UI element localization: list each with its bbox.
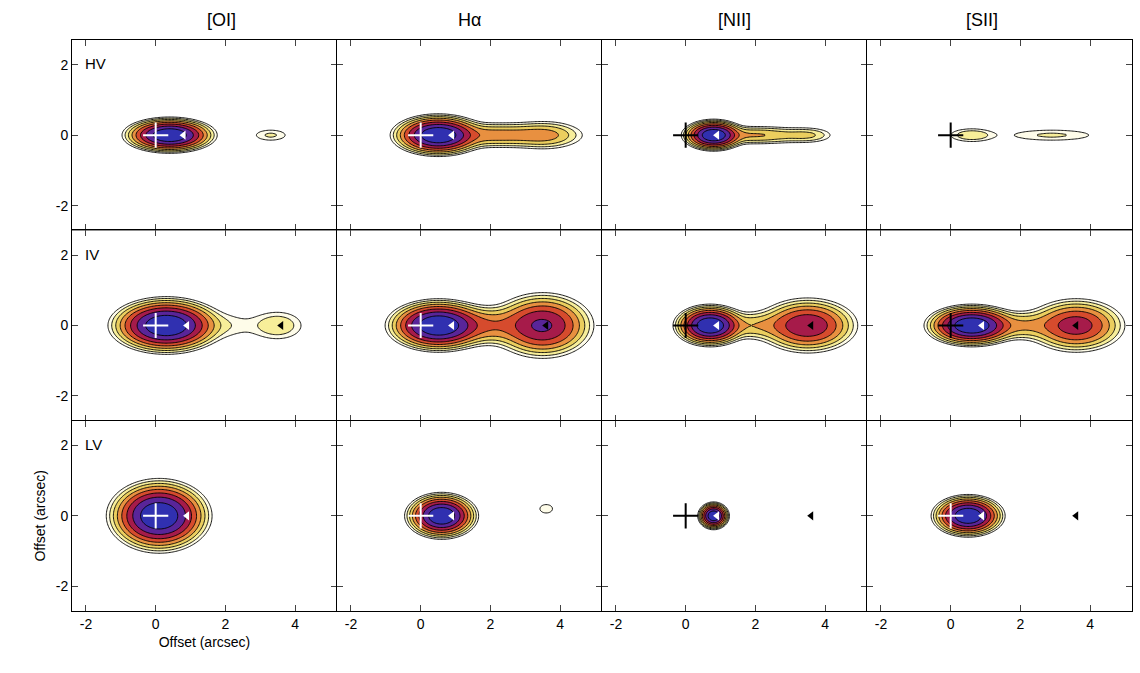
svg-text:Offset (arcsec): Offset (arcsec) [32, 470, 48, 562]
svg-text:2: 2 [60, 247, 68, 263]
svg-text:-2: -2 [875, 616, 888, 632]
svg-text:0: 0 [417, 616, 425, 632]
svg-text:4: 4 [1086, 616, 1094, 632]
svg-text:0: 0 [60, 508, 68, 524]
svg-text:LV: LV [85, 436, 102, 453]
svg-text:Hα: Hα [458, 10, 481, 30]
svg-text:0: 0 [60, 317, 68, 333]
svg-text:[OI]: [OI] [207, 10, 236, 30]
svg-text:2: 2 [752, 616, 760, 632]
svg-text:0: 0 [60, 127, 68, 143]
svg-text:[NII]: [NII] [718, 10, 751, 30]
svg-text:4: 4 [291, 616, 299, 632]
svg-text:HV: HV [85, 55, 106, 72]
svg-text:2: 2 [487, 616, 495, 632]
svg-text:Offset (arcsec): Offset (arcsec) [159, 634, 251, 650]
svg-text:-2: -2 [345, 616, 358, 632]
svg-text:-2: -2 [610, 616, 623, 632]
svg-text:[SII]: [SII] [966, 10, 998, 30]
svg-text:2: 2 [1017, 616, 1025, 632]
svg-text:0: 0 [152, 616, 160, 632]
svg-text:2: 2 [60, 437, 68, 453]
svg-text:2: 2 [60, 57, 68, 73]
svg-text:4: 4 [556, 616, 564, 632]
svg-text:0: 0 [947, 616, 955, 632]
svg-text:-2: -2 [56, 198, 69, 214]
svg-text:IV: IV [85, 246, 99, 263]
svg-text:4: 4 [821, 616, 829, 632]
svg-text:2: 2 [222, 616, 230, 632]
svg-text:-2: -2 [56, 578, 69, 594]
svg-text:-2: -2 [80, 616, 93, 632]
svg-text:-2: -2 [56, 388, 69, 404]
svg-text:0: 0 [682, 616, 690, 632]
